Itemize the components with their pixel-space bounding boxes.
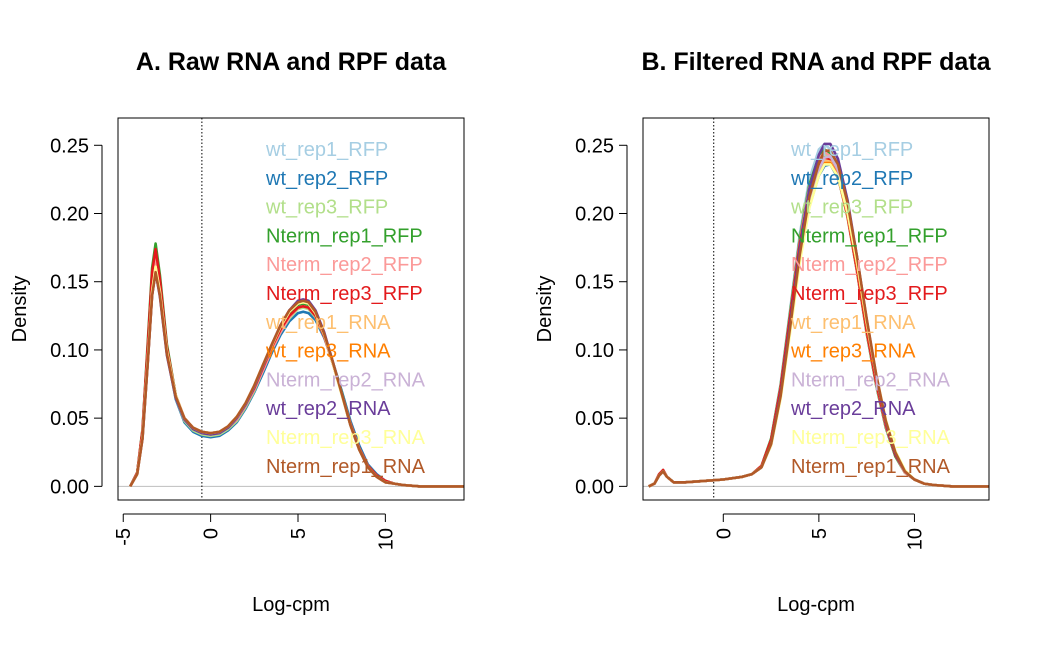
legend-entry: Nterm_rep3_RFP	[791, 283, 948, 305]
legend-entry: Nterm_rep2_RFP	[266, 254, 423, 276]
x-tick-label: 10	[375, 528, 397, 550]
legend-entry: wt_rep3_RFP	[790, 197, 913, 219]
y-tick-label: 0.25	[575, 135, 614, 157]
y-tick-label: 0.05	[575, 408, 614, 430]
density-curve	[648, 149, 989, 488]
legend-entry: wt_rep1_RFP	[265, 139, 388, 161]
x-tick-label: 0	[713, 528, 735, 539]
x-tick-label: 5	[809, 528, 831, 539]
y-tick-label: 0.20	[50, 204, 89, 226]
chart-panel-a: A. Raw RNA and RPF data Log-cpm Density …	[9, 48, 465, 616]
y-tick-label: 0.10	[575, 340, 614, 362]
y-axis: 0.00 0.05 0.10 0.15 0.20 0.25	[50, 135, 103, 498]
x-axis-label: Log-cpm	[252, 594, 330, 616]
y-tick-label: 0.15	[575, 272, 614, 294]
y-tick-label: 0.00	[50, 476, 89, 498]
legend-entry: wt_rep3_RNA	[790, 341, 916, 363]
density-curves	[129, 242, 464, 488]
x-tick-label: 5	[288, 528, 310, 539]
legend-entry: wt_rep3_RNA	[265, 341, 391, 363]
x-axis: 0 5 10	[713, 513, 926, 550]
legend-entry: wt_rep1_RFP	[790, 139, 913, 161]
legend-entry: Nterm_rep1_RFP	[791, 225, 948, 247]
y-axis: 0.00 0.05 0.10 0.15 0.20 0.25	[575, 135, 628, 498]
chart-panel-b: B. Filtered RNA and RPF data Log-cpm Den…	[534, 48, 992, 616]
density-curve	[129, 242, 464, 488]
legend-entry: wt_rep1_RNA	[790, 312, 916, 334]
y-tick-label: 0.10	[50, 340, 89, 362]
legend-entry: Nterm_rep1_RNA	[266, 456, 426, 478]
density-curve	[129, 270, 464, 488]
y-axis-label: Density	[9, 276, 31, 343]
y-tick-label: 0.15	[50, 272, 89, 294]
legend: wt_rep1_RFP wt_rep2_RFP wt_rep3_RFP Nterm_r…	[790, 139, 951, 478]
legend-entry: Nterm_rep2_RFP	[791, 254, 948, 276]
x-axis-label: Log-cpm	[777, 594, 855, 616]
x-tick-label: -5	[113, 528, 135, 546]
legend-entry: Nterm_rep3_RNA	[266, 427, 426, 449]
legend-entry: Nterm_rep3_RFP	[266, 283, 423, 305]
y-tick-label: 0.05	[50, 408, 89, 430]
y-tick-label: 0.20	[575, 204, 614, 226]
legend-entry: wt_rep2_RNA	[790, 398, 916, 420]
chart-title: B. Filtered RNA and RPF data	[641, 48, 991, 76]
legend-entry: Nterm_rep2_RNA	[266, 369, 426, 391]
y-tick-label: 0.25	[50, 135, 89, 157]
legend-entry: Nterm_rep2_RNA	[791, 369, 951, 391]
density-curves	[648, 142, 989, 488]
chart-title: A. Raw RNA and RPF data	[136, 48, 447, 76]
legend-entry: wt_rep3_RFP	[265, 197, 388, 219]
x-tick-label: 0	[201, 528, 223, 539]
y-axis-label: Density	[534, 276, 556, 343]
legend-entry: Nterm_rep1_RFP	[266, 225, 423, 247]
legend: wt_rep1_RFP wt_rep2_RFP wt_rep3_RFP Nterm_r…	[265, 139, 426, 478]
legend-entry: wt_rep2_RNA	[265, 398, 391, 420]
x-tick-label: 10	[904, 528, 926, 550]
legend-entry: Nterm_rep3_RNA	[791, 427, 951, 449]
plot-frame	[642, 117, 990, 501]
plot-frame	[117, 117, 465, 501]
legend-entry: wt_rep2_RFP	[790, 168, 913, 190]
y-tick-label: 0.00	[575, 476, 614, 498]
legend-entry: Nterm_rep1_RNA	[791, 456, 951, 478]
x-axis: -5 0 5 10	[113, 513, 397, 550]
legend-entry: wt_rep1_RNA	[265, 312, 391, 334]
legend-entry: wt_rep2_RFP	[265, 168, 388, 190]
